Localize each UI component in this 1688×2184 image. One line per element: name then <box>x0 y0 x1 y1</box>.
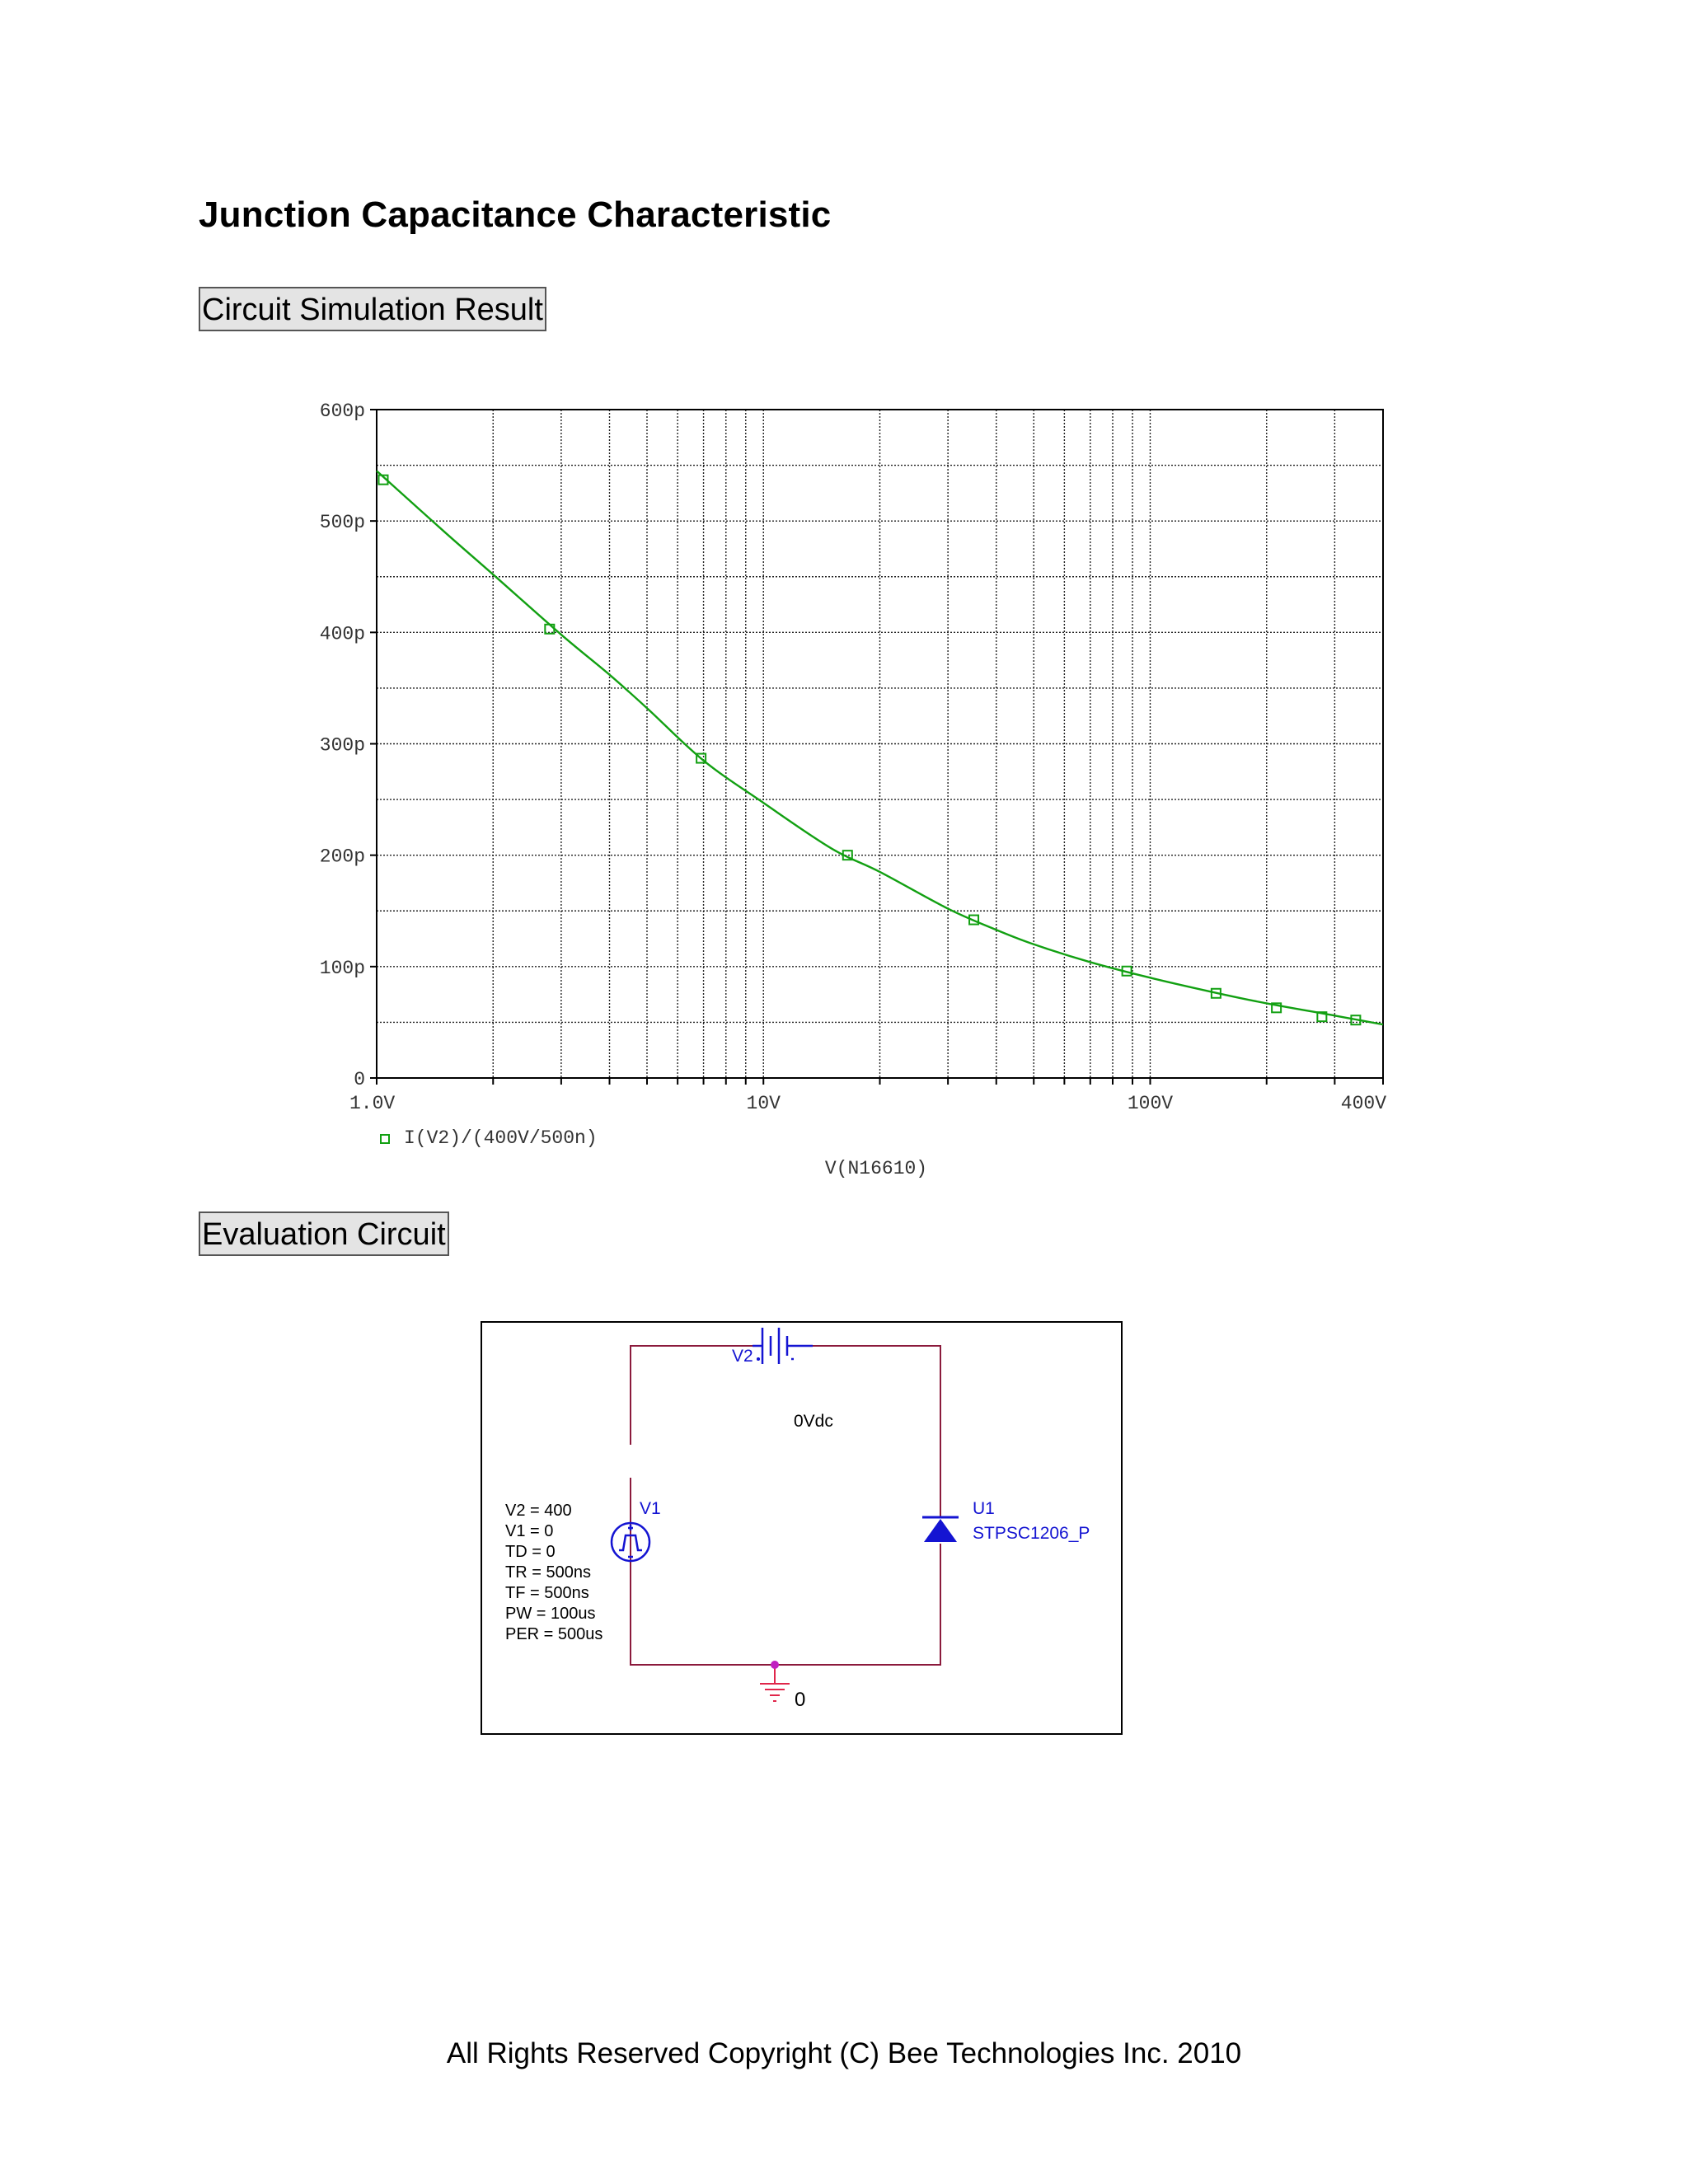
series-markers <box>377 474 1362 1026</box>
chart-grid <box>376 410 1384 1078</box>
y-tick-label: 0 <box>354 1069 365 1090</box>
y-tick-label: 100p <box>320 958 365 979</box>
circuit-wires <box>630 1345 941 1666</box>
x-tick-label: 1.0V <box>349 1093 395 1114</box>
u1-part: STPSC1206_P <box>973 1524 1090 1543</box>
series-marker <box>968 914 980 926</box>
series-marker <box>544 623 556 635</box>
chart-axis-ticks: 0 100p 200p 300p 400p 500p 600p 1.0V 10V 100V 400V <box>320 401 1386 1114</box>
series-marker <box>1316 1011 1328 1023</box>
v1-param: TF = 500ns <box>505 1584 589 1602</box>
y-tick-label: 400p <box>320 623 365 644</box>
legend-marker-icon <box>380 1134 390 1144</box>
series-marker <box>1350 1015 1362 1026</box>
x-axis-label: V(N16610) <box>825 1158 927 1179</box>
v1-param: V1 = 0 <box>505 1522 553 1540</box>
battery-symbol <box>753 1328 813 1364</box>
y-tick-label: 500p <box>320 512 365 533</box>
x-tick-label: 400V <box>1341 1093 1386 1114</box>
u1-name: U1 <box>973 1499 995 1518</box>
v1-param: TD = 0 <box>505 1543 556 1561</box>
pulse-source-symbol <box>610 1521 651 1563</box>
ground-label: 0 <box>795 1689 805 1711</box>
v1-param: V2 = 400 <box>505 1502 572 1520</box>
evaluation-circuit: V2 0Vdc V1 V2 = 400 V1 = 0 TD = 0 TR = 5… <box>481 1321 1123 1735</box>
v2-name: V2 <box>732 1347 753 1366</box>
diode-symbol <box>922 1516 959 1542</box>
x-tick-label: 100V <box>1128 1093 1173 1114</box>
series-marker <box>842 850 853 861</box>
capacitance-chart: 0 100p 200p 300p 400p 500p 600p 1.0V 10V 100V 400V… <box>320 401 1386 1179</box>
series-marker <box>1121 965 1132 977</box>
v1-param: TR = 500ns <box>505 1563 591 1582</box>
y-tick-label: 300p <box>320 735 365 757</box>
section-label-circuit: Evaluation Circuit <box>199 1212 449 1256</box>
series-marker <box>377 474 389 485</box>
ground-node-dot <box>771 1661 779 1669</box>
copyright-footer: All Rights Reserved Copyright (C) Bee Te… <box>446 2037 1242 2069</box>
legend-entry: I(V2)/(400V/500n) <box>404 1127 598 1149</box>
v1-parameter-list: V2 = 400 V1 = 0 TD = 0 TR = 500ns TF = 5… <box>505 1502 603 1643</box>
y-tick-label: 200p <box>320 846 365 868</box>
v2-value: 0Vdc <box>794 1412 833 1431</box>
series-marker <box>696 752 707 764</box>
v1-name: V1 <box>640 1499 661 1518</box>
page-title: Junction Capacitance Characteristic <box>199 194 832 235</box>
v1-param: PER = 500us <box>505 1625 603 1643</box>
series-marker <box>1271 1002 1282 1014</box>
v1-param: PW = 100us <box>505 1605 596 1623</box>
series-marker <box>1210 987 1221 999</box>
y-tick-label: 600p <box>320 401 365 422</box>
section-label-simulation: Circuit Simulation Result <box>199 287 546 331</box>
x-tick-label: 10V <box>747 1093 781 1114</box>
